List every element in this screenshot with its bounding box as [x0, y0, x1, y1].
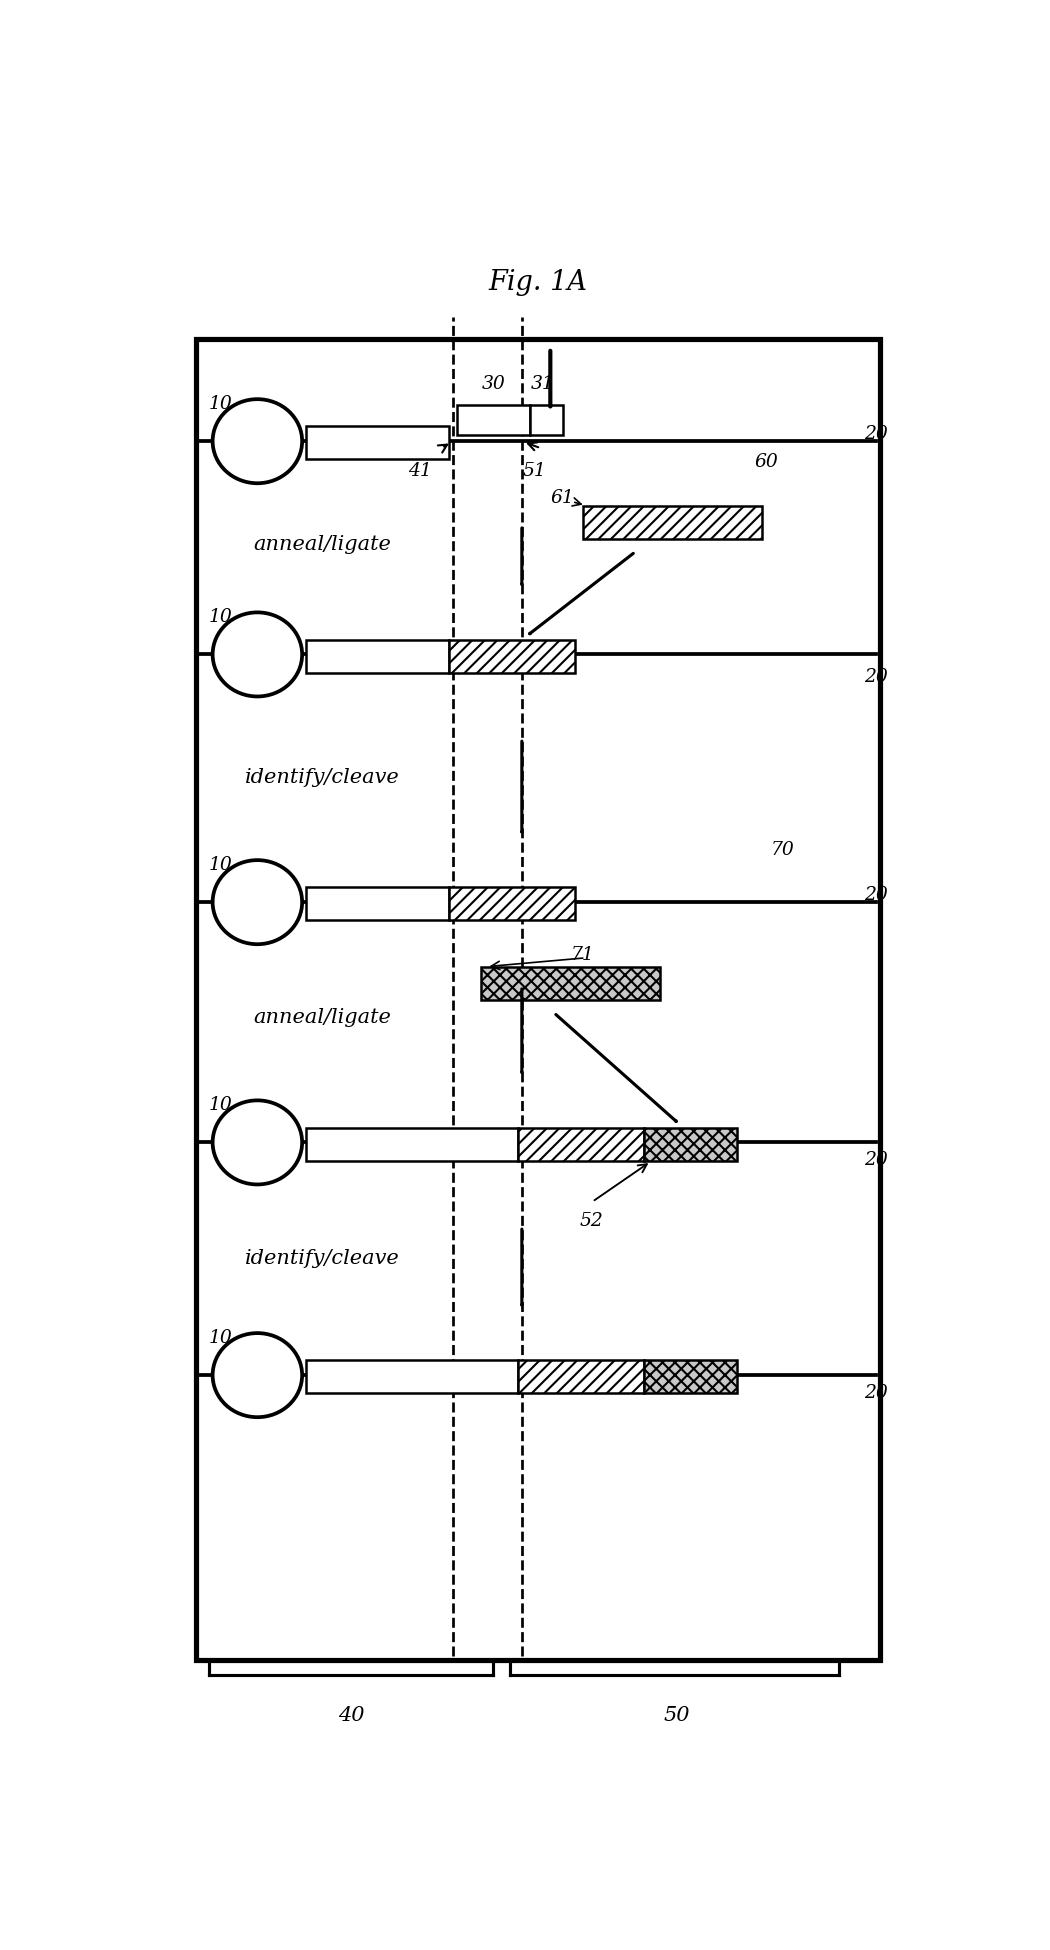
Text: anneal/ligate: anneal/ligate — [253, 1008, 392, 1028]
Bar — [481, 967, 660, 1000]
Bar — [307, 1127, 518, 1160]
Text: 71: 71 — [571, 946, 594, 963]
Bar — [518, 1127, 644, 1160]
Text: identify/cleave: identify/cleave — [245, 768, 400, 788]
Text: identify/cleave: identify/cleave — [245, 1248, 400, 1268]
Text: 52: 52 — [580, 1211, 603, 1230]
Ellipse shape — [212, 612, 302, 696]
Text: 10: 10 — [209, 1328, 232, 1347]
Text: 10: 10 — [209, 856, 232, 874]
Text: 10: 10 — [209, 394, 232, 413]
Bar — [307, 887, 448, 920]
Bar — [448, 887, 574, 920]
Text: 40: 40 — [338, 1706, 364, 1726]
Text: 20: 20 — [863, 1384, 887, 1402]
Bar — [448, 640, 574, 673]
Text: 10: 10 — [209, 1096, 232, 1113]
Text: 20: 20 — [863, 669, 887, 686]
Bar — [530, 406, 563, 435]
Text: 20: 20 — [863, 425, 887, 443]
Text: 51: 51 — [522, 462, 546, 480]
Text: Fig. 1A: Fig. 1A — [488, 269, 588, 296]
Ellipse shape — [212, 1100, 302, 1184]
Text: 31: 31 — [530, 374, 554, 394]
Text: 50: 50 — [664, 1706, 690, 1726]
Bar — [457, 406, 530, 435]
Text: 70: 70 — [771, 840, 794, 858]
Bar — [307, 640, 448, 673]
Text: 60: 60 — [754, 452, 778, 472]
Ellipse shape — [212, 860, 302, 944]
Bar — [196, 339, 880, 1661]
Text: 20: 20 — [863, 1150, 887, 1170]
Bar — [644, 1361, 737, 1394]
Bar — [307, 427, 448, 460]
Text: 20: 20 — [863, 885, 887, 903]
Bar — [307, 1361, 518, 1394]
Ellipse shape — [212, 1334, 302, 1418]
Text: 10: 10 — [209, 608, 232, 626]
Bar — [644, 1127, 737, 1160]
Text: anneal/ligate: anneal/ligate — [253, 536, 392, 554]
Text: 41: 41 — [408, 462, 432, 480]
Text: 61: 61 — [550, 489, 574, 507]
Bar — [583, 505, 762, 538]
Ellipse shape — [212, 400, 302, 484]
Text: 30: 30 — [482, 374, 505, 394]
Bar — [518, 1361, 644, 1394]
